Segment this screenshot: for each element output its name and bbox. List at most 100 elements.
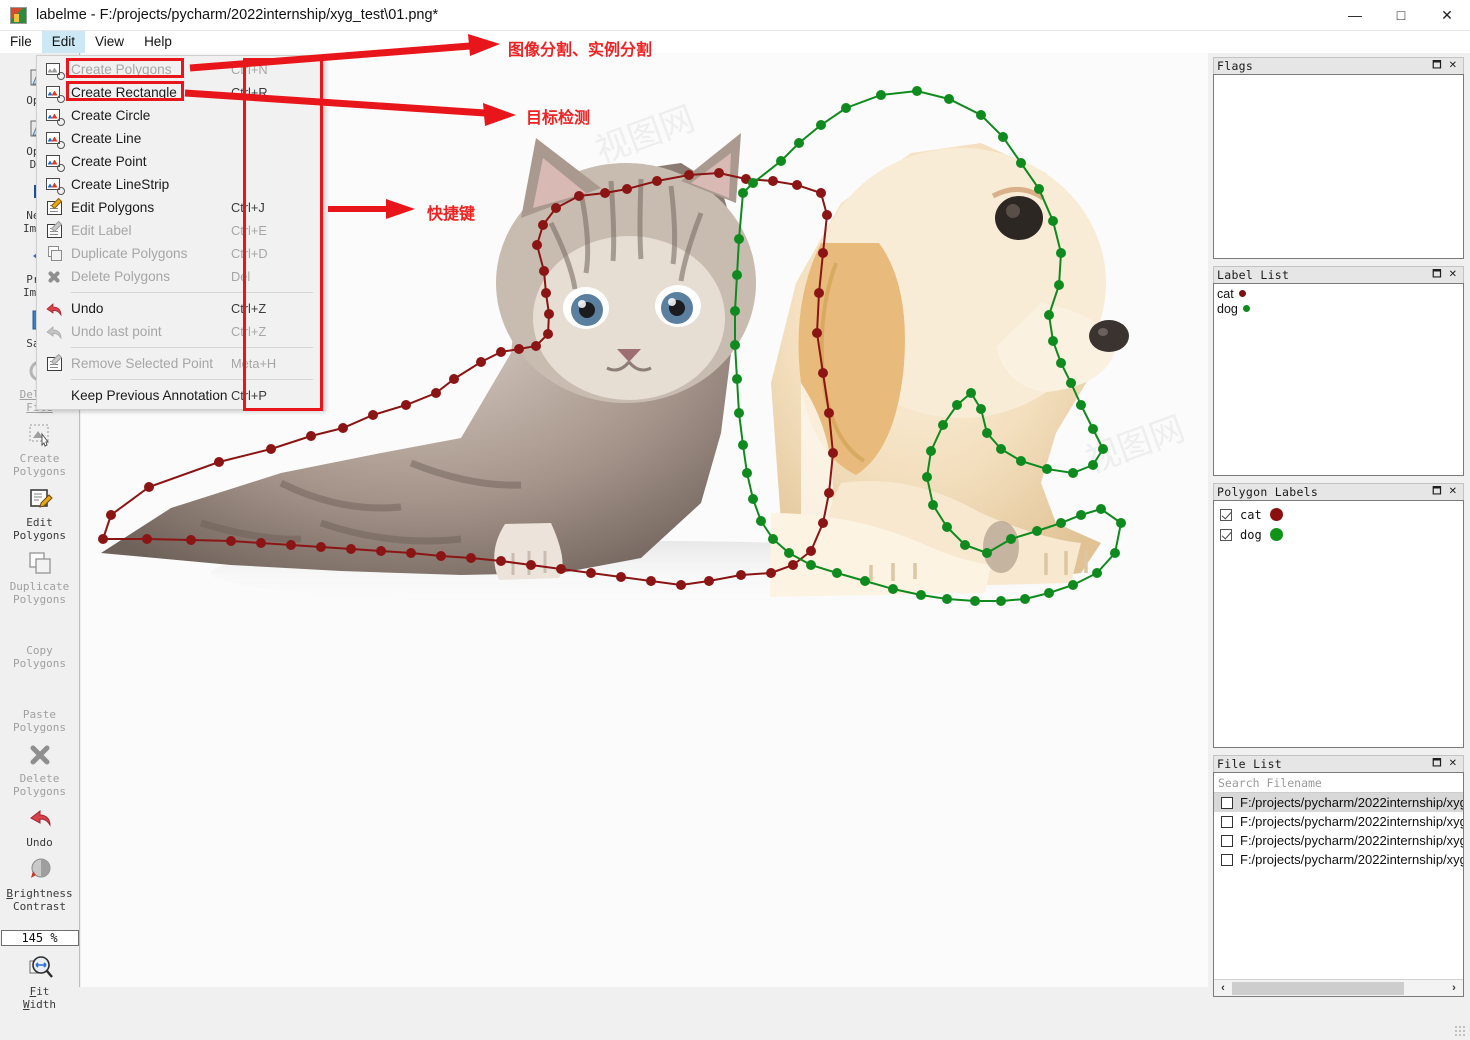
create-line-icon (37, 131, 71, 149)
scrollbar-thumb[interactable] (1232, 981, 1404, 995)
fit-width-icon (25, 953, 55, 983)
title-bar: labelme - F:/projects/pycharm/2022intern… (0, 0, 1470, 31)
edit-label-icon (37, 223, 71, 239)
float-icon[interactable]: 🗖 (1432, 269, 1442, 280)
float-icon[interactable]: 🗖 (1432, 758, 1442, 769)
scroll-right-arrow-icon[interactable]: › (1452, 982, 1456, 994)
toolbar-item-fit-width[interactable]: Fit Width (1, 950, 79, 1014)
undo-icon (25, 804, 55, 834)
label-color-dot (1242, 305, 1250, 312)
list-item[interactable]: cat (1217, 286, 1463, 301)
edit-polygons-icon (37, 200, 71, 216)
close-icon[interactable]: ✕ (1448, 758, 1457, 769)
file-checkbox[interactable] (1221, 815, 1233, 828)
file-list-hscrollbar[interactable]: ‹ › (1214, 979, 1463, 996)
list-item[interactable]: F:/projects/pycharm/2022internship/xyg (1214, 831, 1463, 850)
polygon-label-name: dog (1240, 527, 1262, 542)
scroll-left-arrow-icon[interactable]: ‹ (1221, 982, 1225, 994)
list-item[interactable]: F:/projects/pycharm/2022internship/xyg (1214, 793, 1463, 812)
paste-polygons-icon (25, 676, 55, 706)
cat-polygon-vertices (98, 168, 838, 590)
zoom-value-input[interactable]: 145 % (0, 930, 79, 946)
menu-view[interactable]: View (95, 34, 125, 49)
minimize-button[interactable]: — (1348, 7, 1362, 23)
menu-item-undo[interactable]: Undo Ctrl+Z (37, 297, 323, 320)
menu-divider (71, 292, 313, 293)
label-list-panel-header: Label List 🗖 ✕ (1213, 266, 1464, 283)
menu-item-create-circle[interactable]: Create Circle (37, 104, 323, 127)
toolbar-item-undo[interactable]: Undo (1, 801, 79, 852)
label-list-title: Label List (1217, 268, 1290, 282)
menu-item-delete-polygons[interactable]: Delete Polygons Del (37, 265, 323, 288)
close-icon[interactable]: ✕ (1448, 60, 1457, 71)
flags-panel: Flags 🗖 ✕ (1213, 57, 1464, 259)
search-input[interactable] (1214, 773, 1463, 793)
toolbar-item-edit-polygons[interactable]: Edit Polygons (1, 481, 79, 545)
menu-help[interactable]: Help (144, 34, 172, 49)
toolbar-item-duplicate-polygons[interactable]: Duplicate Polygons (1, 545, 79, 609)
cat-image (101, 133, 756, 580)
toolbar-label: Create Polygons (13, 452, 66, 478)
right-dock: Flags 🗖 ✕ Label List 🗖 ✕ cat (1209, 53, 1470, 1040)
toolbar-item-brightness-contrast[interactable]: BBrightness ContrastrightnessContrast (1, 852, 79, 916)
polygon-labels-list[interactable]: cat dog (1213, 500, 1464, 748)
create-circle-icon (37, 108, 71, 126)
menu-item-edit-polygons[interactable]: Edit Polygons Ctrl+J (37, 196, 323, 219)
list-item[interactable]: dog (1217, 301, 1463, 316)
create-rectangle-icon (37, 85, 71, 103)
close-icon[interactable]: ✕ (1448, 486, 1457, 497)
remove-point-icon (37, 356, 71, 372)
float-icon[interactable]: 🗖 (1432, 60, 1442, 71)
label-list[interactable]: cat dog (1213, 283, 1464, 476)
list-item[interactable]: cat (1220, 505, 1463, 524)
resize-grip[interactable] (1454, 1025, 1466, 1037)
menu-edit[interactable]: Edit (41, 31, 86, 53)
toolbar-item-paste-polygons[interactable]: Paste Polygons (1, 673, 79, 737)
file-list[interactable]: F:/projects/pycharm/2022internship/xyg F… (1213, 772, 1464, 997)
menu-item-create-point[interactable]: Create Point (37, 150, 323, 173)
file-list-panel-header: File List 🗖 ✕ (1213, 755, 1464, 772)
menu-item-create-polygons[interactable]: Create Polygons Ctrl+N (37, 58, 323, 81)
menu-item-create-line[interactable]: Create Line (37, 127, 323, 150)
menu-file[interactable]: File (10, 34, 32, 49)
edit-polygons-icon (25, 484, 55, 514)
maximize-button[interactable]: □ (1396, 7, 1406, 23)
label-name: dog (1217, 301, 1238, 316)
toolbar-item-delete-polygons[interactable]: Delete Polygons (1, 737, 79, 801)
label-color-dot (1238, 290, 1246, 297)
polygon-label-name: cat (1240, 507, 1262, 522)
menu-item-keep-previous-annotation[interactable]: Keep Previous Annotation Ctrl+P (71, 388, 267, 403)
polygon-labels-panel-header: Polygon Labels 🗖 ✕ (1213, 483, 1464, 500)
menu-item-create-linestrip[interactable]: Create LineStrip (37, 173, 323, 196)
menu-item-undo-last-point[interactable]: Undo last point Ctrl+Z (37, 320, 323, 343)
create-point-icon (37, 154, 71, 172)
float-icon[interactable]: 🗖 (1432, 486, 1442, 497)
flags-list[interactable] (1213, 74, 1464, 259)
menu-item-create-rectangle[interactable]: Create Rectangle Ctrl+R (37, 81, 323, 104)
file-path: F:/projects/pycharm/2022internship/xyg (1240, 833, 1463, 848)
menu-item-duplicate-polygons[interactable]: Duplicate Polygons Ctrl+D (37, 242, 323, 265)
file-checkbox[interactable] (1221, 796, 1233, 809)
create-polygon-icon (37, 62, 71, 80)
list-item[interactable]: F:/projects/pycharm/2022internship/xyg (1214, 850, 1463, 869)
list-item[interactable]: F:/projects/pycharm/2022internship/xyg (1214, 812, 1463, 831)
label-list-panel: Label List 🗖 ✕ cat dog (1213, 266, 1464, 476)
file-checkbox[interactable] (1221, 853, 1233, 866)
close-icon[interactable]: ✕ (1448, 269, 1457, 280)
toolbar-item-create-polygons[interactable]: Create Polygons (1, 417, 79, 481)
file-list-panel: File List 🗖 ✕ F:/projects/pycharm/2022in… (1213, 755, 1464, 997)
create-linestrip-icon (37, 177, 71, 195)
toolbar-label: Edit Polygons (13, 516, 66, 542)
menu-item-edit-label[interactable]: Edit Label Ctrl+E (37, 219, 323, 242)
polygon-label-checkbox[interactable] (1220, 528, 1232, 541)
polygon-label-checkbox[interactable] (1220, 508, 1232, 521)
list-item[interactable]: dog (1220, 525, 1463, 544)
flags-panel-header: Flags 🗖 ✕ (1213, 57, 1464, 74)
app-icon (10, 6, 27, 24)
close-button[interactable]: ✕ (1441, 6, 1453, 23)
toolbar-label: Delete Polygons (13, 772, 66, 798)
toolbar-item-copy-polygons[interactable]: Copy Polygons (1, 609, 79, 673)
menu-item-remove-selected-point[interactable]: Remove Selected Point Meta+H (37, 352, 323, 375)
file-checkbox[interactable] (1221, 834, 1233, 847)
duplicate-polygons-icon (25, 548, 55, 578)
